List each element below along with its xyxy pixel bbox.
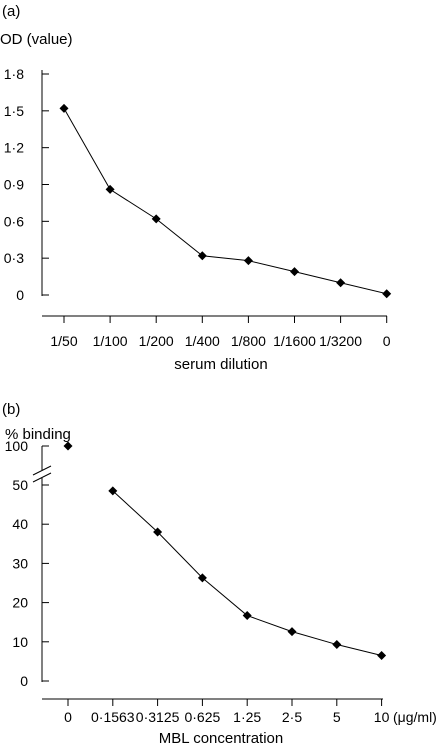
chart-a-markers <box>59 103 392 299</box>
chart-a-x-tick-label: 1/400 <box>185 333 220 349</box>
chart-b-x-tick-label: 0·1563 <box>91 709 135 725</box>
chart-b-y-axis-title: % binding <box>5 426 71 443</box>
chart-b-markers <box>63 441 387 661</box>
chart-a-y-axis-title: OD (value) <box>0 31 73 48</box>
chart-a-x-axis-title: serum dilution <box>174 356 267 373</box>
chart-b-x-unit-label: (μg/ml) <box>393 709 437 725</box>
chart-b-y-tick-label: 40 <box>12 516 28 532</box>
chart-b-data-point <box>108 486 118 496</box>
chart-b-x-tick-label: 0·3125 <box>136 709 180 725</box>
chart-a-data-point <box>197 251 207 261</box>
chart-b-y-tick-label: 20 <box>12 595 28 611</box>
chart-a-y-tick-label: 0·6 <box>4 213 24 229</box>
chart-a-x-tick-label: 1/800 <box>231 333 266 349</box>
chart-b-x-tick-label: 0·625 <box>184 709 220 725</box>
chart-b-x-tick-label: 2·5 <box>282 709 302 725</box>
chart-a-x-tick-label: 1/50 <box>50 333 77 349</box>
chart-a-x-ticks: 1/50 1/100 1/200 1/400 1/800 1/1600 1/3200 0 <box>50 316 391 349</box>
chart-a-x-tick-label: 0 <box>383 333 391 349</box>
chart-b-data-point-100 <box>63 441 73 451</box>
chart-b-data-point <box>197 573 207 583</box>
chart-b-data-point <box>287 627 297 637</box>
chart-b-y-tick-label: 50 <box>12 477 28 493</box>
chart-a-y-tick-label: 0 <box>16 287 24 303</box>
chart-b-x-ticks: 0 0·1563 0·3125 0·625 1·25 2·5 5 10 <box>64 699 390 725</box>
chart-b-series-line <box>112 490 382 657</box>
chart-a-data-point <box>151 214 161 224</box>
chart-b-data-point <box>332 640 342 650</box>
chart-b-data-point <box>242 611 252 621</box>
chart-a-data-point <box>382 289 392 299</box>
panel-b-label: (b) <box>2 401 20 418</box>
chart-a-y-tick-label: 0·3 <box>4 250 24 266</box>
chart-b-data-point <box>377 651 387 661</box>
chart-a-x-tick-label: 1/100 <box>93 333 128 349</box>
chart-a-x-tick-label: 1/3200 <box>319 333 362 349</box>
chart-a-y-ticks: 1·8 1·5 1·2 0·9 0·6 0·3 0 <box>4 66 49 303</box>
chart-a-data-point <box>336 278 346 288</box>
chart-b-x-axis-title: MBL concentration <box>159 730 284 747</box>
chart-b-x-tick-label: 5 <box>333 709 341 725</box>
chart-b-y-tick-label: 10 <box>12 634 28 650</box>
chart-a-series-line <box>63 108 387 295</box>
chart-a: (a) OD (value) 1·81·51·20·90·60·30 1/50 1… <box>0 3 392 373</box>
panel-a-label: (a) <box>2 3 20 20</box>
chart-b-data-point <box>153 527 163 537</box>
chart-b-y-tick-label: 100 <box>5 438 29 454</box>
chart-a-y-tick-label: 1·8 <box>4 66 24 82</box>
chart-b-x-tick-label: 1·25 <box>233 709 261 725</box>
chart-a-data-point <box>243 256 253 266</box>
chart-b-y-tick-label: 0 <box>20 673 28 689</box>
chart-a-x-tick-label: 1/1600 <box>273 333 316 349</box>
chart-a-x-tick-label: 1/200 <box>139 333 174 349</box>
chart-b-y-tick-label: 30 <box>12 555 28 571</box>
chart-a-data-point <box>105 184 115 194</box>
chart-a-data-point <box>59 103 69 113</box>
chart-a-y-tick-label: 0·9 <box>4 177 24 193</box>
chart-a-data-point <box>290 267 299 277</box>
chart-a-y-tick-label: 1·2 <box>4 140 24 156</box>
chart-a-y-tick-label: 1·5 <box>4 103 24 119</box>
chart-b-axis-break <box>32 465 52 483</box>
chart-b-x-tick-label: 0 <box>64 709 72 725</box>
chart-b-x-tick-label: 10 <box>374 709 390 725</box>
